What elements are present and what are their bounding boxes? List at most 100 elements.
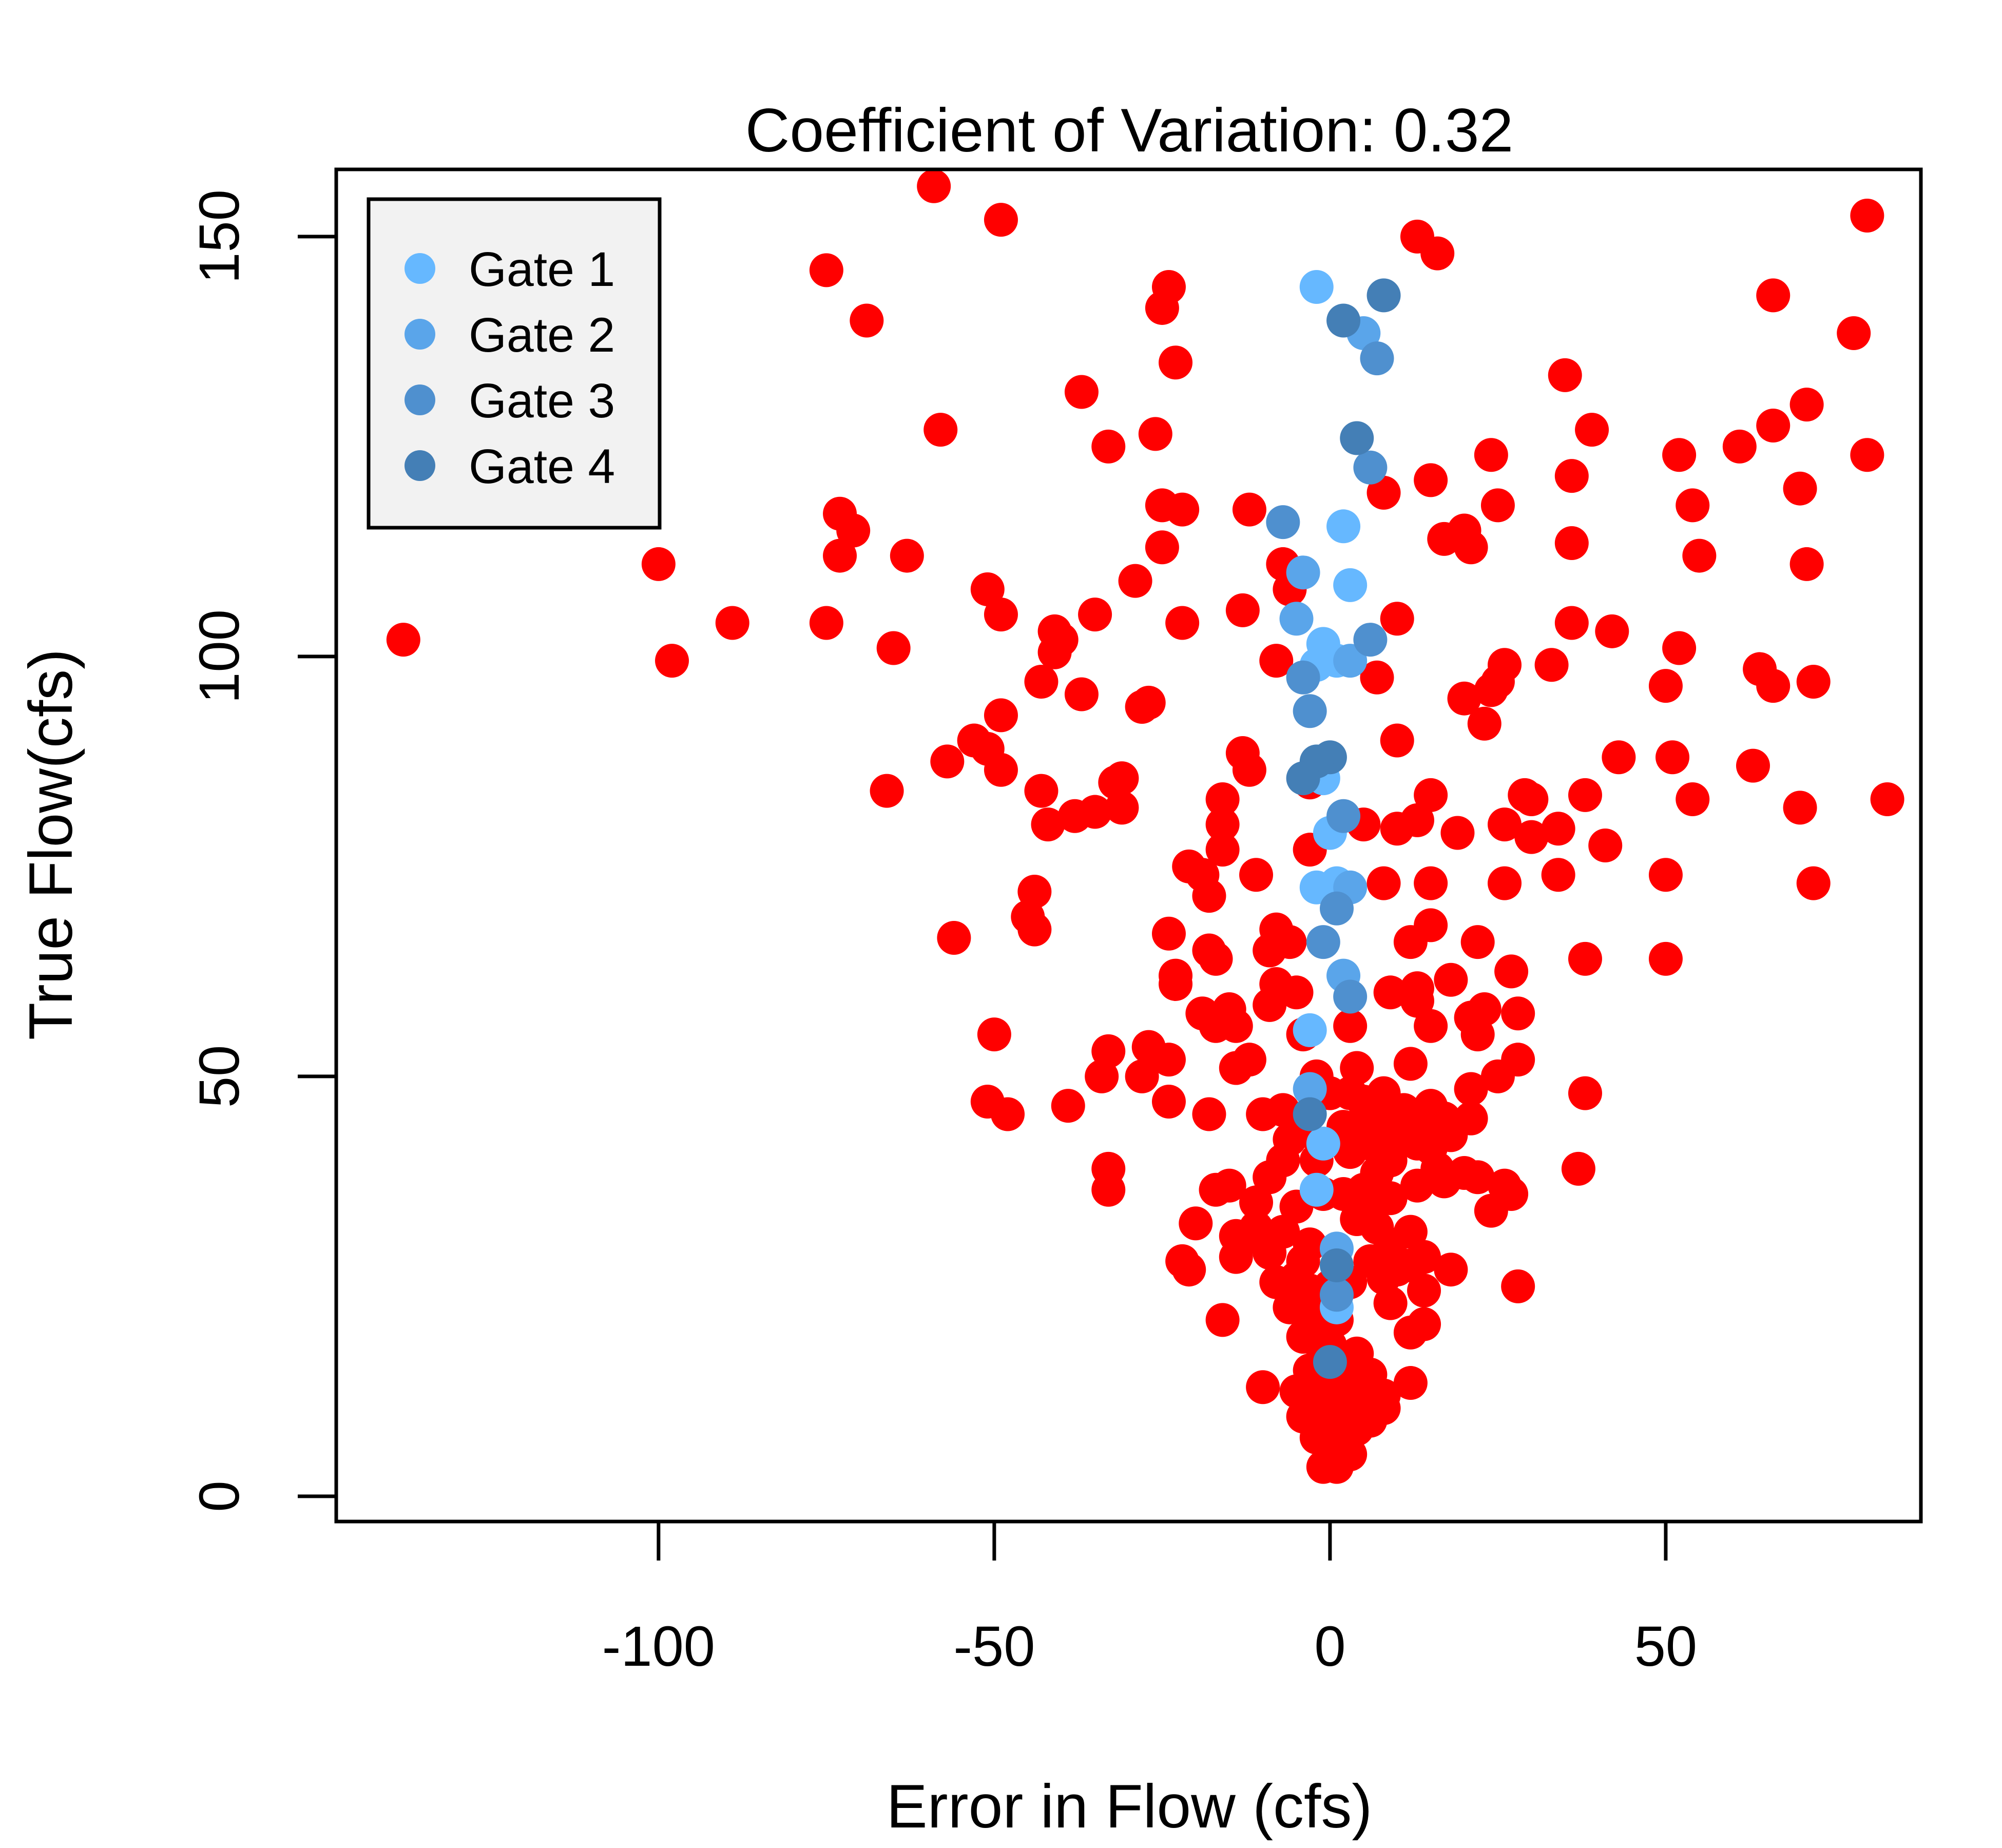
data-point [1319,891,1354,926]
x-tick-label: -100 [602,1615,715,1678]
data-point [1225,593,1260,627]
chart-title: Coefficient of Variation: 0.32 [745,96,1513,165]
data-point [984,598,1018,632]
data-point [1541,812,1575,846]
data-point [1340,421,1374,455]
data-point [923,413,958,447]
series-errors [386,169,1904,1484]
data-point [1662,438,1697,472]
data-point [1286,555,1320,590]
data-point [1326,303,1361,338]
data-point [1024,774,1058,808]
data-point [890,538,924,573]
data-point [1279,602,1314,636]
data-point [970,572,1005,607]
data-point [641,547,676,581]
data-point [977,1017,1011,1052]
series-gate-3 [1266,341,1394,1312]
data-point [1131,685,1166,720]
data-point [1078,795,1112,829]
data-point [1588,829,1623,862]
data-point [937,920,971,955]
legend-marker [405,450,435,481]
data-point [1514,820,1549,854]
data-point [1837,316,1871,351]
data-point [1494,1177,1529,1211]
data-point [1850,438,1884,472]
data-point [1756,408,1791,442]
data-point [1373,975,1408,1010]
data-point [715,606,749,640]
data-point [1407,1274,1441,1308]
data-point [917,169,951,203]
data-point [984,698,1018,733]
y-tick-label: 100 [188,609,251,704]
data-point [1031,807,1065,842]
data-point [1488,866,1522,900]
data-point [1400,803,1434,837]
data-point [1676,488,1710,523]
legend-label: Gate 1 [469,242,615,297]
data-point [1299,1172,1334,1207]
data-point [836,513,871,548]
data-point [1380,723,1414,758]
data-point [984,753,1018,787]
data-point [1333,644,1368,678]
data-point [1648,669,1683,703]
data-point [1151,270,1186,304]
data-point [1360,341,1394,376]
data-point [1232,753,1266,787]
data-point [1172,1253,1206,1287]
data-point [386,623,420,657]
data-point [1306,1126,1340,1161]
legend-marker [405,253,435,284]
data-point [1366,475,1401,510]
data-point [1420,236,1455,271]
data-point [1480,488,1515,523]
data-point [1648,858,1683,892]
data-point [1360,660,1394,695]
data-point [984,203,1018,237]
data-point [1313,1345,1347,1379]
data-point [1474,438,1508,472]
data-point [870,774,904,808]
series-gate-4 [1286,278,1401,1379]
data-point [1414,1009,1448,1043]
data-point [1064,375,1099,409]
data-point [1239,858,1274,892]
data-point [1534,648,1569,682]
data-point [1366,1378,1401,1413]
data-point [1796,664,1831,699]
data-point [1514,782,1549,817]
data-point [1306,925,1340,959]
data-point [1393,1215,1428,1249]
data-point [1434,1253,1468,1287]
data-point [1554,606,1589,640]
data-point [1293,1097,1327,1131]
data-point [1078,598,1112,632]
data-point [1789,547,1824,581]
data-point [1393,1047,1428,1081]
data-point [1293,694,1327,728]
data-point [1501,996,1535,1031]
data-point [1212,1168,1246,1203]
y-tick-label: 150 [188,189,251,284]
x-tick-label: -50 [953,1615,1035,1678]
data-point [1602,740,1636,775]
data-point [1246,1370,1280,1404]
data-point [655,644,689,678]
data-point [1326,509,1361,544]
data-point [1407,1240,1441,1274]
data-point [1548,358,1582,392]
data-point [1488,648,1522,682]
data-point [1165,492,1200,527]
data-point [1682,538,1717,573]
data-point [1159,345,1193,380]
data-point [1554,459,1589,493]
data-point [1266,1215,1300,1249]
data-point [1232,492,1266,527]
data-point [1319,1248,1354,1283]
data-point [1447,681,1481,716]
data-point [1151,916,1186,951]
legend-marker [405,384,435,415]
